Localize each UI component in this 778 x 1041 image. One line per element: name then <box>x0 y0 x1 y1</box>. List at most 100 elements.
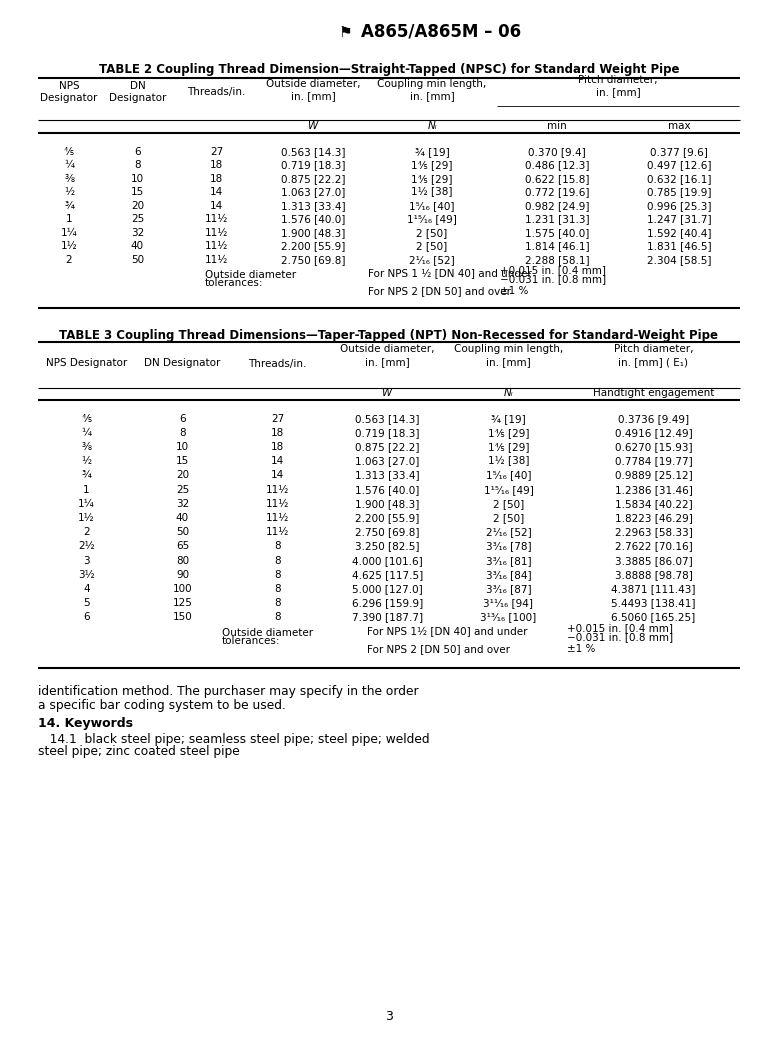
Text: W: W <box>382 388 393 399</box>
Text: 100: 100 <box>173 584 192 594</box>
Text: a specific bar coding system to be used.: a specific bar coding system to be used. <box>38 699 286 711</box>
Text: 2 [50]: 2 [50] <box>416 242 447 251</box>
Text: 1¼: 1¼ <box>61 228 77 237</box>
Text: For NPS 2 [DN 50] and over: For NPS 2 [DN 50] and over <box>368 286 511 297</box>
Text: 1.2386 [31.46]: 1.2386 [31.46] <box>615 485 692 494</box>
Text: 14: 14 <box>210 201 223 210</box>
Text: 8: 8 <box>134 160 141 171</box>
Text: 2: 2 <box>65 255 72 264</box>
Text: 0.7784 [19.77]: 0.7784 [19.77] <box>615 456 692 466</box>
Text: 3.3885 [86.07]: 3.3885 [86.07] <box>615 556 692 565</box>
Text: A865/A865M – 06: A865/A865M – 06 <box>361 23 521 41</box>
Text: 2.304 [58.5]: 2.304 [58.5] <box>647 255 711 264</box>
Text: TABLE 3 Coupling Thread Dimensions—Taper-Tapped (NPT) Non-Recessed for Standard-: TABLE 3 Coupling Thread Dimensions—Taper… <box>59 329 719 342</box>
Text: 7.390 [187.7]: 7.390 [187.7] <box>352 612 423 623</box>
Text: 11½: 11½ <box>266 527 289 537</box>
Text: 1.313 [33.4]: 1.313 [33.4] <box>281 201 345 210</box>
Text: Threads/in.: Threads/in. <box>248 358 307 369</box>
Text: 11½: 11½ <box>266 513 289 523</box>
Text: ¼: ¼ <box>64 160 74 171</box>
Text: Handtight engagement: Handtight engagement <box>593 388 714 399</box>
Text: 15: 15 <box>131 187 144 197</box>
Text: 40: 40 <box>176 513 189 523</box>
Text: 8: 8 <box>274 612 281 623</box>
Text: 1¼: 1¼ <box>78 499 95 509</box>
Text: 1.063 [27.0]: 1.063 [27.0] <box>281 187 345 197</box>
Text: 2.750 [69.8]: 2.750 [69.8] <box>356 527 420 537</box>
Text: 1.900 [48.3]: 1.900 [48.3] <box>281 228 345 237</box>
Text: tolerances:: tolerances: <box>205 279 264 288</box>
Text: 1¹⁵⁄₁₆ [49]: 1¹⁵⁄₁₆ [49] <box>484 485 534 494</box>
Text: 0.377 [9.6]: 0.377 [9.6] <box>650 147 708 157</box>
Text: 1.814 [46.1]: 1.814 [46.1] <box>524 242 589 251</box>
Text: 4.000 [101.6]: 4.000 [101.6] <box>352 556 423 565</box>
Text: 1½: 1½ <box>61 242 77 251</box>
Text: 18: 18 <box>271 428 284 438</box>
Text: Coupling min length,
in. [mm]: Coupling min length, in. [mm] <box>454 345 563 366</box>
Text: 3.250 [82.5]: 3.250 [82.5] <box>356 541 420 552</box>
Text: ¾: ¾ <box>64 201 74 210</box>
Text: 0.9889 [25.12]: 0.9889 [25.12] <box>615 471 692 480</box>
Text: 65: 65 <box>176 541 189 552</box>
Text: 4: 4 <box>83 584 89 594</box>
Text: ⅘: ⅘ <box>64 147 74 157</box>
Text: 1⅘ [29]: 1⅘ [29] <box>488 442 529 452</box>
Text: 0.632 [16.1]: 0.632 [16.1] <box>647 174 711 184</box>
Text: 8: 8 <box>274 556 281 565</box>
Text: 11½: 11½ <box>266 499 289 509</box>
Text: Pitch diameter,
in. [mm] ( E₁): Pitch diameter, in. [mm] ( E₁) <box>614 345 693 366</box>
Text: 3: 3 <box>83 556 89 565</box>
Text: Nₗ: Nₗ <box>427 121 436 131</box>
Text: 15: 15 <box>176 456 189 466</box>
Text: 27: 27 <box>210 147 223 157</box>
Text: ½: ½ <box>82 456 92 466</box>
Text: NPS Designator: NPS Designator <box>46 358 127 369</box>
Text: 2.7622 [70.16]: 2.7622 [70.16] <box>615 541 692 552</box>
Text: 3³⁄₁₆ [87]: 3³⁄₁₆ [87] <box>485 584 531 594</box>
Text: 3.8888 [98.78]: 3.8888 [98.78] <box>615 569 692 580</box>
Text: 4.625 [117.5]: 4.625 [117.5] <box>352 569 423 580</box>
Text: 8: 8 <box>179 428 186 438</box>
Text: 1⁵⁄₁₆ [40]: 1⁵⁄₁₆ [40] <box>485 471 531 480</box>
Text: 1.063 [27.0]: 1.063 [27.0] <box>356 456 419 466</box>
Text: 0.4916 [12.49]: 0.4916 [12.49] <box>615 428 692 438</box>
Text: steel pipe; zinc coated steel pipe: steel pipe; zinc coated steel pipe <box>38 745 240 759</box>
Text: 2 [50]: 2 [50] <box>493 499 524 509</box>
Text: 10: 10 <box>176 442 189 452</box>
Text: ¾: ¾ <box>82 471 92 480</box>
Text: 0.3736 [9.49]: 0.3736 [9.49] <box>618 413 689 424</box>
Text: For NPS 1½ [DN 40] and under: For NPS 1½ [DN 40] and under <box>367 628 527 637</box>
Text: Coupling min length,
in. [mm]: Coupling min length, in. [mm] <box>377 79 486 101</box>
Text: Outside diameter: Outside diameter <box>205 270 296 279</box>
Text: 1.576 [40.0]: 1.576 [40.0] <box>356 485 419 494</box>
Text: identification method. The purchaser may specify in the order: identification method. The purchaser may… <box>38 686 419 699</box>
Text: 2.200 [55.9]: 2.200 [55.9] <box>356 513 419 523</box>
Text: 1⅘ [29]: 1⅘ [29] <box>412 160 453 171</box>
Text: 3¹³⁄₁₆ [100]: 3¹³⁄₁₆ [100] <box>480 612 537 623</box>
Text: 2.200 [55.9]: 2.200 [55.9] <box>281 242 345 251</box>
Text: Outside diameter,
in. [mm]: Outside diameter, in. [mm] <box>266 79 360 101</box>
Text: W: W <box>308 121 318 131</box>
Text: ¾ [19]: ¾ [19] <box>491 413 526 424</box>
Text: ⅜: ⅜ <box>82 442 92 452</box>
Text: 3³⁄₁₆ [78]: 3³⁄₁₆ [78] <box>485 541 531 552</box>
Text: 8: 8 <box>274 584 281 594</box>
Text: 2.288 [58.1]: 2.288 [58.1] <box>524 255 589 264</box>
Text: 14: 14 <box>210 187 223 197</box>
Text: 8: 8 <box>274 599 281 608</box>
Text: 150: 150 <box>173 612 192 623</box>
Text: 20: 20 <box>176 471 189 480</box>
Text: Outside diameter,
in. [mm]: Outside diameter, in. [mm] <box>340 345 435 366</box>
Text: 6.296 [159.9]: 6.296 [159.9] <box>352 599 423 608</box>
Text: 1.8223 [46.29]: 1.8223 [46.29] <box>615 513 692 523</box>
Text: 1.592 [40.4]: 1.592 [40.4] <box>647 228 711 237</box>
Text: 5: 5 <box>83 599 89 608</box>
Text: 14.1  black steel pipe; seamless steel pipe; steel pipe; welded: 14.1 black steel pipe; seamless steel pi… <box>38 733 429 745</box>
Text: 3½: 3½ <box>78 569 95 580</box>
Text: 2 [50]: 2 [50] <box>416 228 447 237</box>
Text: 1⁵⁄₁₆ [40]: 1⁵⁄₁₆ [40] <box>409 201 455 210</box>
Text: 2: 2 <box>83 527 89 537</box>
Text: 1½: 1½ <box>78 513 95 523</box>
Text: 2.2963 [58.33]: 2.2963 [58.33] <box>615 527 692 537</box>
Text: 25: 25 <box>176 485 189 494</box>
